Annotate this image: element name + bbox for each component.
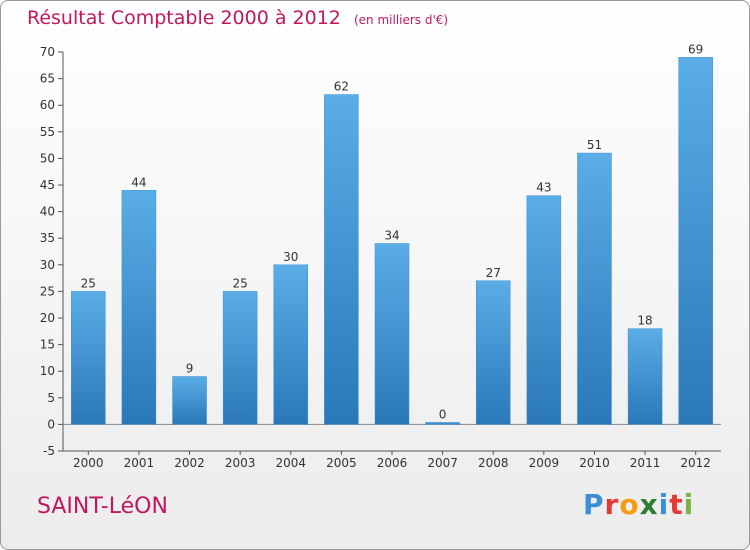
bar — [425, 422, 460, 425]
x-tick-label: 2004 — [275, 456, 306, 470]
y-tick-label: 50 — [40, 151, 55, 165]
x-tick-label: 2012 — [680, 456, 711, 470]
x-tick-label: 2008 — [478, 456, 509, 470]
bar — [222, 291, 258, 425]
x-tick-label: 2009 — [529, 456, 560, 470]
bar-value-label: 25 — [81, 276, 96, 290]
y-tick-label: -5 — [43, 444, 55, 458]
x-tick-label: 2005 — [326, 456, 357, 470]
bar-value-label: 30 — [283, 250, 298, 264]
y-tick-label: 5 — [47, 391, 55, 405]
y-tick-label: 35 — [40, 231, 55, 245]
bar — [273, 264, 309, 425]
y-tick-label: 25 — [40, 284, 55, 298]
bar — [172, 376, 207, 425]
bar-value-label: 18 — [637, 314, 652, 328]
y-tick-label: 15 — [40, 338, 55, 352]
logo-letter: r — [604, 488, 620, 521]
y-tick-label: 30 — [40, 258, 55, 272]
chart-title: Résultat Comptable 2000 à 2012 — [27, 7, 341, 29]
logo-letter: i — [683, 488, 695, 521]
bar — [324, 94, 359, 425]
bar — [475, 280, 511, 425]
y-tick-label: 20 — [40, 311, 55, 325]
bar — [627, 328, 663, 425]
bar — [71, 291, 106, 425]
y-tick-label: 70 — [40, 45, 55, 59]
chart-title-block: Résultat Comptable 2000 à 2012 (en milli… — [27, 7, 448, 29]
commune-name: SAINT-LéON — [37, 494, 168, 519]
bar-value-label: 44 — [131, 175, 146, 189]
y-tick-label: 60 — [40, 98, 55, 112]
bar-value-label: 43 — [536, 181, 551, 195]
y-tick-label: 10 — [40, 364, 55, 378]
x-tick-label: 2006 — [377, 456, 408, 470]
bar — [526, 195, 562, 425]
bar-value-label: 0 — [439, 407, 447, 421]
x-tick-label: 2010 — [579, 456, 610, 470]
x-tick-label: 2003 — [225, 456, 256, 470]
bar — [121, 190, 157, 425]
y-tick-label: 0 — [47, 417, 55, 431]
bar-value-label: 9 — [186, 362, 194, 376]
logo-letter: i — [658, 488, 670, 521]
bar — [577, 152, 612, 425]
bar-value-label: 27 — [486, 266, 501, 280]
bar-value-label: 62 — [334, 80, 349, 94]
chart-unit: (en milliers d'€) — [353, 13, 449, 27]
x-tick-label: 2007 — [427, 456, 458, 470]
x-tick-label: 2001 — [124, 456, 155, 470]
bar — [374, 243, 410, 425]
y-tick-label: 65 — [40, 72, 55, 86]
proxiti-logo: Proxiti — [583, 488, 694, 521]
logo-letter: x — [639, 488, 659, 521]
y-tick-label: 40 — [40, 205, 55, 219]
bar-value-label: 51 — [587, 138, 602, 152]
bar-value-label: 69 — [688, 42, 703, 56]
x-tick-label: 2011 — [630, 456, 661, 470]
x-tick-label: 2000 — [73, 456, 104, 470]
bar-value-label: 25 — [233, 276, 248, 290]
bar — [678, 57, 713, 425]
bar-value-label: 34 — [384, 229, 399, 243]
logo-letter: t — [669, 488, 684, 521]
y-tick-label: 45 — [40, 178, 55, 192]
y-tick-label: 55 — [40, 125, 55, 139]
logo-letter: P — [583, 488, 605, 521]
x-tick-label: 2002 — [174, 456, 205, 470]
logo-letter: o — [619, 488, 640, 521]
